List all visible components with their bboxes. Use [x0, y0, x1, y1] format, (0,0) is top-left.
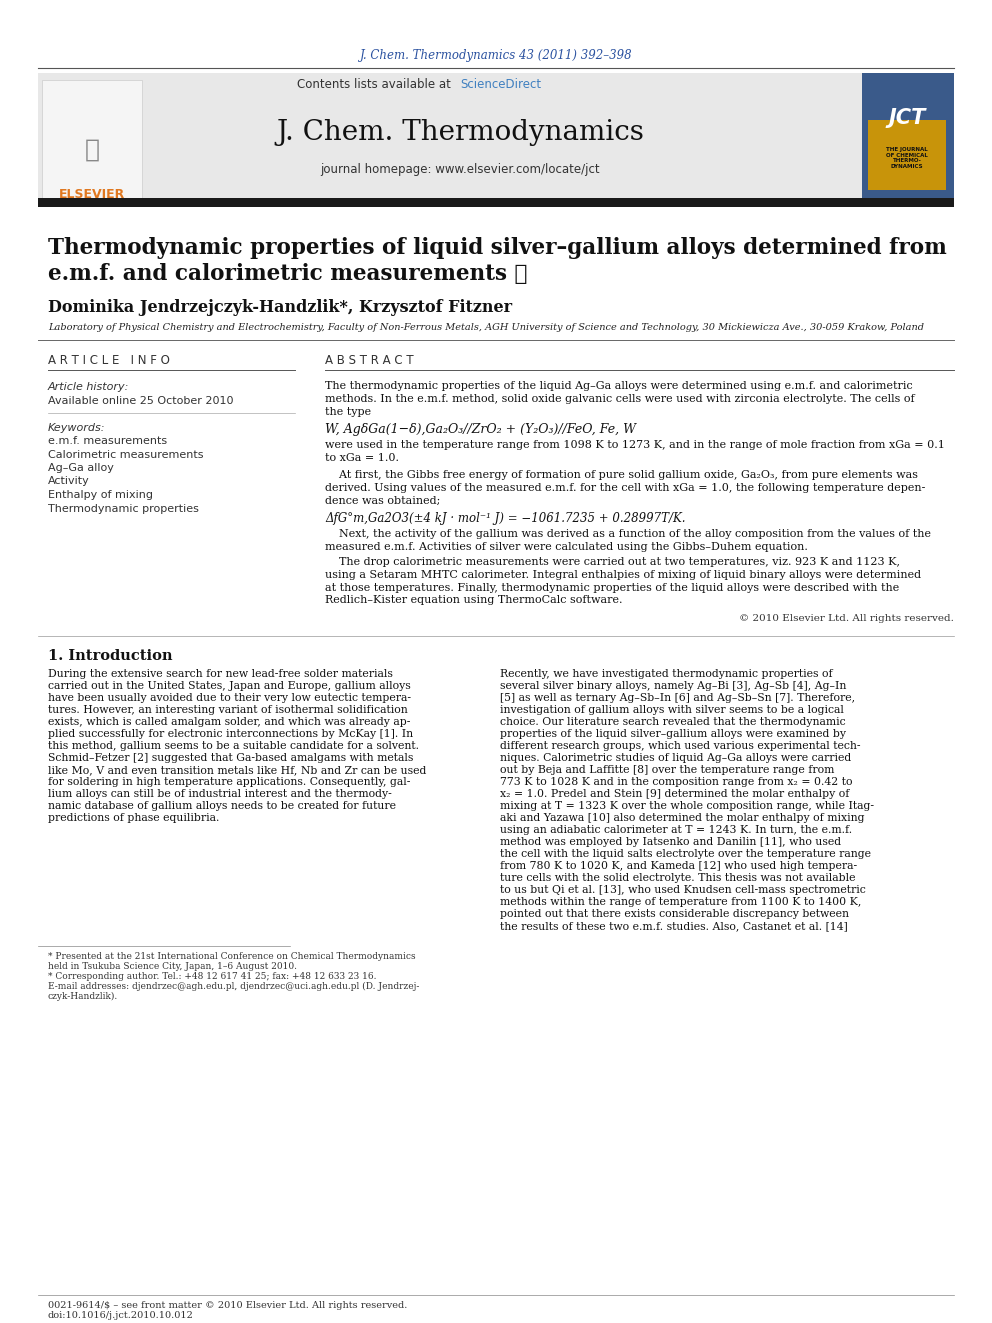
Text: investigation of gallium alloys with silver seems to be a logical: investigation of gallium alloys with sil… — [500, 705, 844, 716]
Text: W, AgδGa(1−δ),Ga₂O₃//ZrO₂ + (Y₂O₃)//FeO, Fe, W: W, AgδGa(1−δ),Ga₂O₃//ZrO₂ + (Y₂O₃)//FeO,… — [325, 423, 636, 435]
Text: Laboratory of Physical Chemistry and Electrochemistry, Faculty of Non-Ferrous Me: Laboratory of Physical Chemistry and Ele… — [48, 323, 924, 332]
Text: different research groups, which used various experimental tech-: different research groups, which used va… — [500, 741, 860, 751]
Text: © 2010 Elsevier Ltd. All rights reserved.: © 2010 Elsevier Ltd. All rights reserved… — [739, 614, 954, 623]
Text: A R T I C L E   I N F O: A R T I C L E I N F O — [48, 353, 170, 366]
Text: at those temperatures. Finally, thermodynamic properties of the liquid alloys we: at those temperatures. Finally, thermody… — [325, 582, 900, 593]
Text: tures. However, an interesting variant of isothermal solidification: tures. However, an interesting variant o… — [48, 705, 408, 716]
Text: Redlich–Kister equation using ThermoCalc software.: Redlich–Kister equation using ThermoCalc… — [325, 595, 623, 606]
Text: journal homepage: www.elsevier.com/locate/jct: journal homepage: www.elsevier.com/locat… — [320, 164, 600, 176]
Text: held in Tsukuba Science City, Japan, 1–6 August 2010.: held in Tsukuba Science City, Japan, 1–6… — [48, 962, 297, 971]
Text: THE JOURNAL
OF CHEMICAL
THERMO-
DYNAMICS: THE JOURNAL OF CHEMICAL THERMO- DYNAMICS — [886, 147, 928, 169]
Text: Contents lists available at: Contents lists available at — [298, 78, 455, 91]
Text: Next, the activity of the gallium was derived as a function of the alloy composi: Next, the activity of the gallium was de… — [325, 529, 931, 540]
Text: from 780 K to 1020 K, and Kameda [12] who used high tempera-: from 780 K to 1020 K, and Kameda [12] wh… — [500, 861, 857, 872]
Text: [5] as well as ternary Ag–Sb–In [6] and Ag–Sb–Sn [7]. Therefore,: [5] as well as ternary Ag–Sb–In [6] and … — [500, 693, 855, 704]
Text: to us but Qi et al. [13], who used Knudsen cell-mass spectrometric: to us but Qi et al. [13], who used Knuds… — [500, 885, 866, 896]
Text: Schmid–Fetzer [2] suggested that Ga-based amalgams with metals: Schmid–Fetzer [2] suggested that Ga-base… — [48, 753, 414, 763]
Text: using an adiabatic calorimeter at T = 1243 K. In turn, the e.m.f.: using an adiabatic calorimeter at T = 12… — [500, 826, 852, 835]
Text: 🌳: 🌳 — [84, 138, 99, 161]
Bar — [38, 73, 954, 205]
Text: this method, gallium seems to be a suitable candidate for a solvent.: this method, gallium seems to be a suita… — [48, 741, 419, 751]
Text: choice. Our literature search revealed that the thermodynamic: choice. Our literature search revealed t… — [500, 717, 845, 728]
Text: for soldering in high temperature applications. Consequently, gal-: for soldering in high temperature applic… — [48, 777, 411, 787]
Text: the type: the type — [325, 406, 371, 417]
Text: A B S T R A C T: A B S T R A C T — [325, 353, 414, 366]
Text: like Mo, V and even transition metals like Hf, Nb and Zr can be used: like Mo, V and even transition metals li… — [48, 765, 427, 775]
Text: Dominika Jendrzejczyk-Handzlik*, Krzysztof Fitzner: Dominika Jendrzejczyk-Handzlik*, Krzyszt… — [48, 299, 512, 316]
Text: During the extensive search for new lead-free solder materials: During the extensive search for new lead… — [48, 669, 393, 679]
Bar — [42, 79, 142, 200]
Text: * Corresponding author. Tel.: +48 12 617 41 25; fax: +48 12 633 23 16.: * Corresponding author. Tel.: +48 12 617… — [48, 971, 377, 980]
Text: Thermodynamic properties: Thermodynamic properties — [48, 504, 198, 513]
Text: Ag–Ga alloy: Ag–Ga alloy — [48, 463, 114, 474]
Text: properties of the liquid silver–gallium alloys were examined by: properties of the liquid silver–gallium … — [500, 729, 846, 740]
Text: ScienceDirect: ScienceDirect — [460, 78, 541, 91]
Text: out by Beja and Laffitte [8] over the temperature range from: out by Beja and Laffitte [8] over the te… — [500, 765, 834, 775]
Text: mixing at T = 1323 K over the whole composition range, while Itag-: mixing at T = 1323 K over the whole comp… — [500, 802, 874, 811]
Text: aki and Yazawa [10] also determined the molar enthalpy of mixing: aki and Yazawa [10] also determined the … — [500, 814, 864, 823]
Text: carried out in the United States, Japan and Europe, gallium alloys: carried out in the United States, Japan … — [48, 681, 411, 691]
Text: to xGa = 1.0.: to xGa = 1.0. — [325, 454, 399, 463]
Text: namic database of gallium alloys needs to be created for future: namic database of gallium alloys needs t… — [48, 802, 396, 811]
Text: Article history:: Article history: — [48, 382, 129, 392]
Text: Enthalpy of mixing: Enthalpy of mixing — [48, 490, 153, 500]
Text: J. Chem. Thermodynamics 43 (2011) 392–398: J. Chem. Thermodynamics 43 (2011) 392–39… — [360, 49, 632, 61]
Text: JCT: JCT — [888, 108, 926, 128]
Text: The drop calorimetric measurements were carried out at two temperatures, viz. 92: The drop calorimetric measurements were … — [325, 557, 900, 568]
Text: J. Chem. Thermodynamics: J. Chem. Thermodynamics — [276, 119, 644, 147]
Bar — [868, 120, 946, 191]
Text: Activity: Activity — [48, 476, 89, 487]
Bar — [38, 198, 954, 206]
Text: doi:10.1016/j.jct.2010.10.012: doi:10.1016/j.jct.2010.10.012 — [48, 1311, 193, 1320]
Text: measured e.m.f. Activities of silver were calculated using the Gibbs–Duhem equat: measured e.m.f. Activities of silver wer… — [325, 542, 807, 552]
Text: the results of these two e.m.f. studies. Also, Castanet et al. [14]: the results of these two e.m.f. studies.… — [500, 921, 848, 931]
Text: ΔfG°m,Ga2O3(±4 kJ · mol⁻¹ J) = −1061.7235 + 0.28997T/K.: ΔfG°m,Ga2O3(±4 kJ · mol⁻¹ J) = −1061.723… — [325, 512, 685, 525]
Text: several silver binary alloys, namely Ag–Bi [3], Ag–Sb [4], Ag–In: several silver binary alloys, namely Ag–… — [500, 681, 846, 691]
Text: 773 K to 1028 K and in the composition range from x₂ = 0.42 to: 773 K to 1028 K and in the composition r… — [500, 777, 852, 787]
Text: plied successfully for electronic interconnections by McKay [1]. In: plied successfully for electronic interc… — [48, 729, 413, 740]
Text: Thermodynamic properties of liquid silver–gallium alloys determined from: Thermodynamic properties of liquid silve… — [48, 237, 946, 259]
Text: methods. In the e.m.f. method, solid oxide galvanic cells were used with zirconi: methods. In the e.m.f. method, solid oxi… — [325, 394, 915, 404]
Text: * Presented at the 21st International Conference on Chemical Thermodynamics: * Presented at the 21st International Co… — [48, 951, 416, 960]
Text: dence was obtained;: dence was obtained; — [325, 496, 440, 505]
Text: x₂ = 1.0. Predel and Stein [9] determined the molar enthalpy of: x₂ = 1.0. Predel and Stein [9] determine… — [500, 790, 849, 799]
Text: czyk-Handzlik).: czyk-Handzlik). — [48, 992, 118, 1000]
Text: ELSEVIER: ELSEVIER — [59, 188, 125, 201]
Text: Available online 25 October 2010: Available online 25 October 2010 — [48, 396, 233, 406]
Text: The thermodynamic properties of the liquid Ag–Ga alloys were determined using e.: The thermodynamic properties of the liqu… — [325, 381, 913, 392]
Text: ture cells with the solid electrolyte. This thesis was not available: ture cells with the solid electrolyte. T… — [500, 873, 855, 884]
Text: E-mail addresses: djendrzec@agh.edu.pl, djendrzec@uci.agh.edu.pl (D. Jendrzej-: E-mail addresses: djendrzec@agh.edu.pl, … — [48, 982, 420, 991]
Text: e.m.f. and calorimetric measurements ☆: e.m.f. and calorimetric measurements ☆ — [48, 263, 528, 284]
Text: niques. Calorimetric studies of liquid Ag–Ga alloys were carried: niques. Calorimetric studies of liquid A… — [500, 753, 851, 763]
Text: Keywords:: Keywords: — [48, 423, 105, 433]
Bar — [862, 73, 954, 205]
Text: derived. Using values of the measured e.m.f. for the cell with xGa = 1.0, the fo: derived. Using values of the measured e.… — [325, 483, 926, 492]
Text: 0021-9614/$ – see front matter © 2010 Elsevier Ltd. All rights reserved.: 0021-9614/$ – see front matter © 2010 El… — [48, 1301, 408, 1310]
Text: predictions of phase equilibria.: predictions of phase equilibria. — [48, 814, 219, 823]
Text: At first, the Gibbs free energy of formation of pure solid gallium oxide, Ga₂O₃,: At first, the Gibbs free energy of forma… — [325, 470, 918, 480]
Text: Recently, we have investigated thermodynamic properties of: Recently, we have investigated thermodyn… — [500, 669, 832, 679]
Text: have been usually avoided due to their very low eutectic tempera-: have been usually avoided due to their v… — [48, 693, 411, 704]
Text: were used in the temperature range from 1098 K to 1273 K, and in the range of mo: were used in the temperature range from … — [325, 441, 944, 450]
Text: method was employed by Iatsenko and Danilin [11], who used: method was employed by Iatsenko and Dani… — [500, 837, 841, 847]
Text: lium alloys can still be of industrial interest and the thermody-: lium alloys can still be of industrial i… — [48, 790, 392, 799]
Text: e.m.f. measurements: e.m.f. measurements — [48, 437, 167, 446]
Text: Calorimetric measurements: Calorimetric measurements — [48, 450, 203, 459]
Text: using a Setaram MHTC calorimeter. Integral enthalpies of mixing of liquid binary: using a Setaram MHTC calorimeter. Integr… — [325, 570, 922, 579]
Text: 1. Introduction: 1. Introduction — [48, 650, 173, 663]
Text: methods within the range of temperature from 1100 K to 1400 K,: methods within the range of temperature … — [500, 897, 861, 908]
Text: exists, which is called amalgam solder, and which was already ap-: exists, which is called amalgam solder, … — [48, 717, 411, 728]
Text: pointed out that there exists considerable discrepancy between: pointed out that there exists considerab… — [500, 909, 849, 919]
Text: the cell with the liquid salts electrolyte over the temperature range: the cell with the liquid salts electroly… — [500, 849, 871, 859]
